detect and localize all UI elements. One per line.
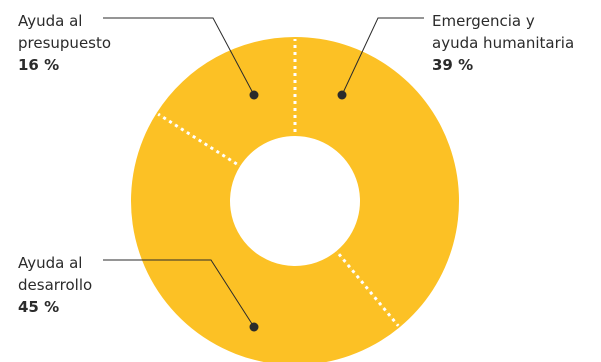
- slice-label-1-line-1: desarrollo: [18, 276, 92, 294]
- donut-slice-2: [156, 37, 295, 167]
- leader-dot-0: [337, 90, 347, 100]
- slice-label-2-line-1: presupuesto: [18, 34, 111, 52]
- slices-group: [131, 37, 459, 362]
- dividers-group: [157, 39, 400, 327]
- leader-line-2: [103, 17, 255, 96]
- slice-value-label-1: 45 %: [18, 298, 59, 316]
- slice-value-label-2: 16 %: [18, 56, 59, 74]
- slice-label-0-line-0: Emergencia y: [432, 12, 535, 30]
- leader-dot-1: [249, 322, 259, 332]
- slice-label-1-line-0: Ayuda al: [18, 254, 82, 272]
- slice-label-2-line-0: Ayuda al: [18, 12, 82, 30]
- leader-line-1: [103, 259, 255, 328]
- leader-dot-2: [249, 90, 259, 100]
- leader-line-0: [341, 17, 424, 96]
- donut-slice-1: [131, 113, 400, 362]
- leaders-group: [103, 17, 424, 332]
- slice-label-0-line-1: ayuda humanitaria: [432, 34, 574, 52]
- donut-slice-0: [295, 37, 459, 328]
- slice-divider-1: [337, 253, 400, 327]
- labels-group: Emergencia y ayuda humanitaria 39 % Ayuda a…: [18, 12, 574, 316]
- slice-value-label-0: 39 %: [432, 56, 473, 74]
- slice-divider-2: [157, 112, 238, 166]
